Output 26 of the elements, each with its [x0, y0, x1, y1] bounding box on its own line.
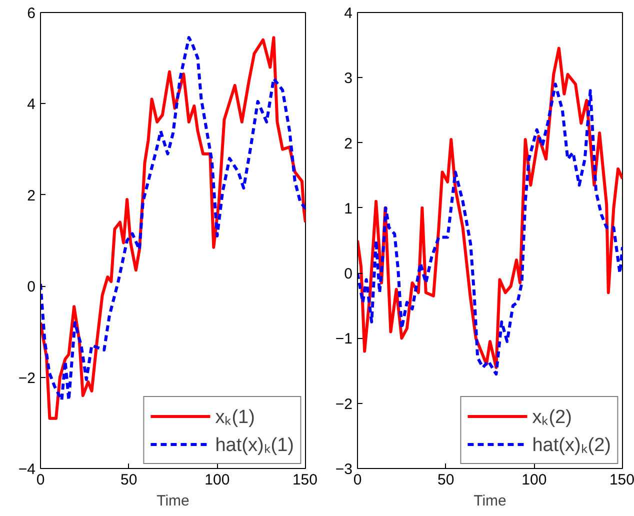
y-tick-label: 4 [344, 5, 352, 22]
y-tick-label: −2 [18, 370, 36, 387]
x-tick-label: 100 [204, 472, 230, 488]
x-tick-label: 100 [522, 472, 547, 488]
y-tick-label: 3 [344, 70, 352, 88]
y-tick-label: 4 [27, 96, 36, 114]
y-tick-label: −2 [335, 396, 353, 413]
legend-label: hat(x)ₖ(1) [215, 434, 294, 457]
legend-label: xₖ(2) [532, 406, 572, 429]
x-tick-label: 150 [292, 472, 318, 488]
y-tick-label: 2 [344, 135, 352, 152]
x-axis-title: Time [474, 492, 506, 510]
x-tick-label: 150 [609, 472, 634, 488]
x-axis-title: Time [156, 492, 190, 510]
y-tick-label: −1 [335, 330, 353, 348]
y-tick-label: 0 [27, 278, 36, 296]
legend-label: hat(x)ₖ(2) [532, 434, 611, 457]
y-tick-label: −4 [18, 461, 36, 478]
y-tick-label: −3 [335, 461, 353, 478]
x-tick-label: 50 [437, 472, 454, 488]
y-tick-label: 2 [27, 187, 36, 204]
legend-label: xₖ(1) [215, 406, 255, 429]
y-tick-label: 1 [344, 200, 352, 218]
y-tick-label: 6 [27, 5, 36, 22]
x-tick-label: 50 [120, 472, 138, 488]
y-tick-label: 0 [344, 266, 352, 283]
